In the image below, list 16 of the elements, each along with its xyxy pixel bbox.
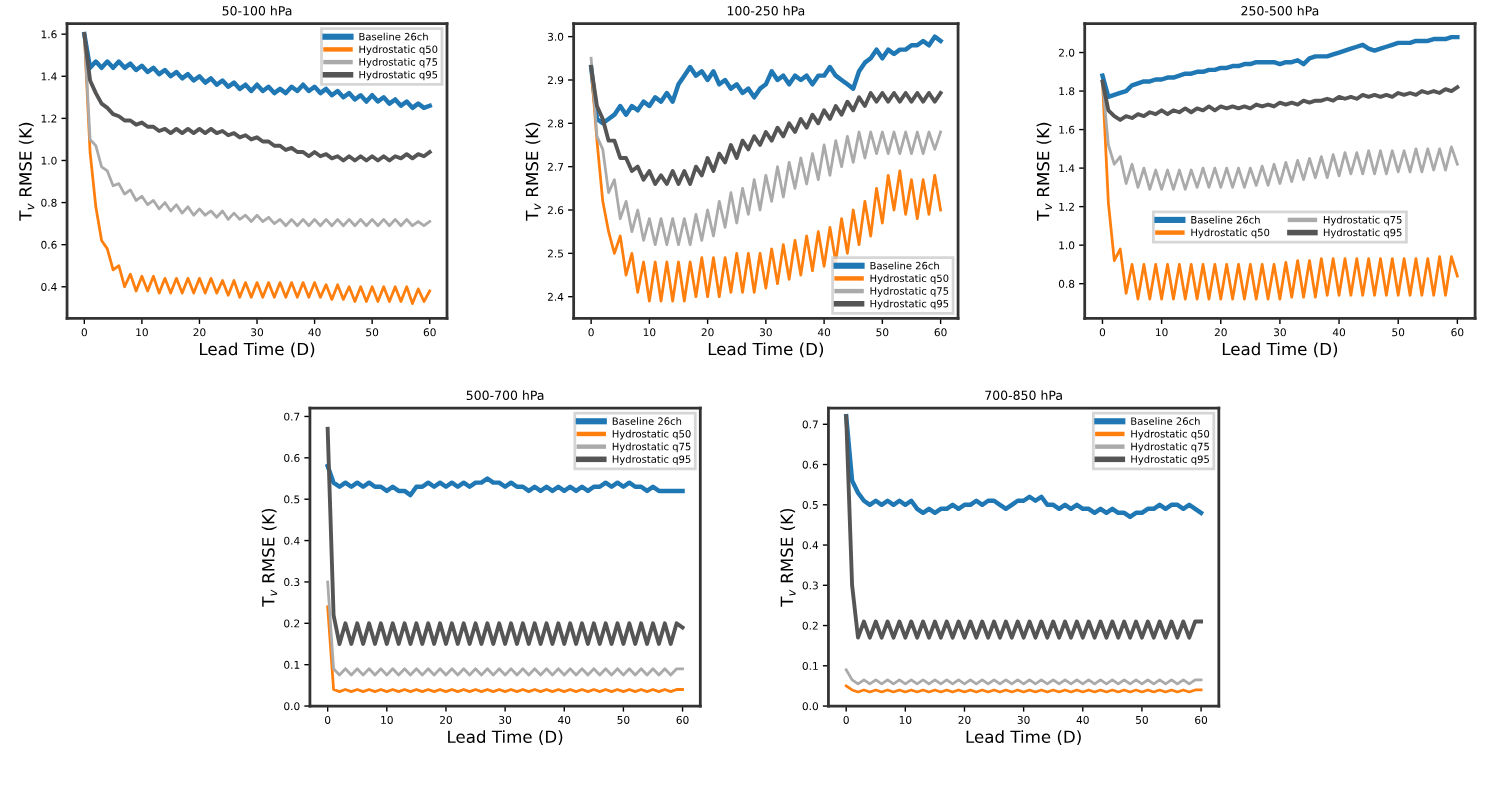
line-series xyxy=(589,56,942,247)
line-series xyxy=(589,65,943,186)
line-series xyxy=(325,463,685,498)
x-axis-title: Lead Time (D) xyxy=(448,730,563,746)
x-axis-title: Lead Time (D) xyxy=(200,342,315,358)
y-axis-title: T$_{v}$ RMSE (K) xyxy=(1036,122,1052,221)
y-axis-title: T$_{v}$ RMSE (K) xyxy=(780,508,796,607)
y-axis-title: T$_{v}$ RMSE (K) xyxy=(261,508,278,607)
y-axis-title: T$_{v}$ RMSE (K) xyxy=(18,122,35,221)
line-series xyxy=(1100,34,1460,100)
x-axis-title: Lead Time (D) xyxy=(1222,342,1338,358)
x-axis-title: Lead Time (D) xyxy=(966,730,1081,746)
line-series xyxy=(588,34,943,126)
line-series xyxy=(1100,79,1460,122)
y-axis-title: T$_{v}$ RMSE (K) xyxy=(525,122,541,221)
x-axis-title: Lead Time (D) xyxy=(708,342,824,358)
